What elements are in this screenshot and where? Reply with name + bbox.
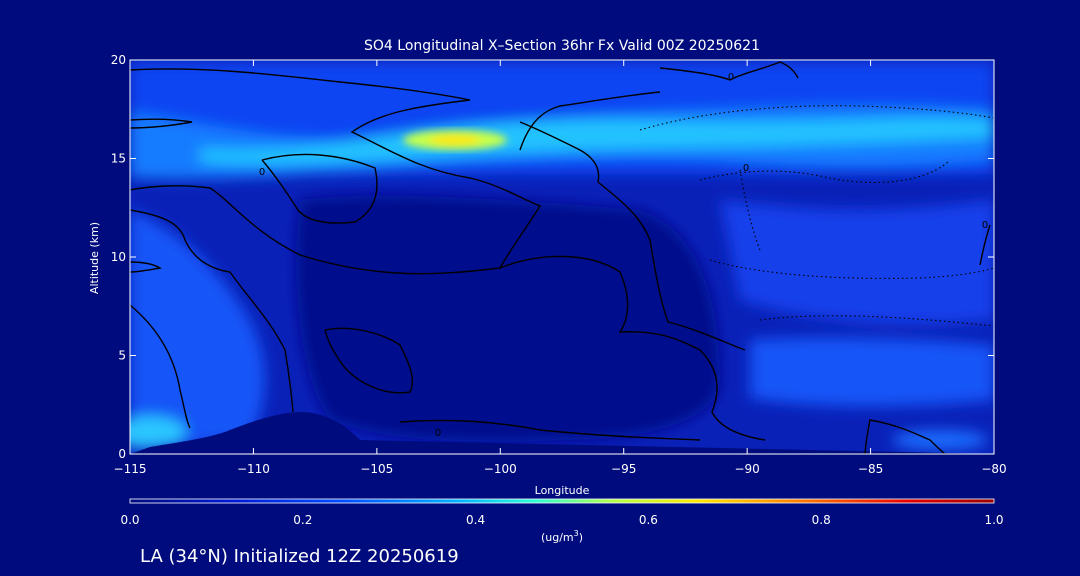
contour-line: [261, 153, 378, 224]
contour-line: [597, 181, 746, 351]
lower-right-field: [750, 337, 994, 407]
contour-line: [130, 68, 542, 275]
contour-lines-dotted: [639, 105, 994, 327]
dotted-contour-line: [759, 315, 994, 327]
x-tick-label: −100: [484, 462, 517, 476]
contour-line: [130, 209, 294, 413]
x-tick-label: −110: [237, 462, 270, 476]
y-axis: 0 5 10 15 20: [111, 53, 994, 461]
contour-label: 0: [259, 167, 265, 178]
right-mid-field: [720, 200, 994, 324]
colorbar-label-suffix: ): [579, 531, 583, 544]
central-minimum: [296, 195, 720, 442]
contour-line: [399, 419, 701, 441]
contour-line: [130, 118, 193, 129]
contour-line: [519, 121, 600, 183]
y-axis-label: Altitude (km): [88, 222, 101, 294]
x-tick-label: −85: [858, 462, 883, 476]
colorbar-tick-label: 0.0: [120, 513, 139, 527]
colorbar-label: (ug/m3): [541, 529, 583, 544]
colorbar-tick-label: 0.6: [639, 513, 658, 527]
stratospheric-core: [200, 117, 994, 165]
contour-line: [130, 304, 191, 429]
contour-label: 0: [728, 72, 734, 83]
x-tick-label: −80: [981, 462, 1006, 476]
terrain: [130, 412, 994, 454]
x-tick-label: −95: [611, 462, 636, 476]
surface-patch-left: [130, 416, 186, 448]
layer-maximum-core: [429, 135, 481, 145]
colorbar-tick-label: 1.0: [984, 513, 1003, 527]
initialization-info: LA (34°N) Initialized 12Z 20250619: [140, 546, 459, 567]
concentration-field: [130, 60, 994, 454]
dotted-contour-line: [699, 159, 951, 184]
contour-line: [659, 61, 799, 81]
contour-label: 0: [743, 163, 749, 174]
chart-title: SO4 Longitudinal X–Section 36hr Fx Valid…: [364, 38, 760, 54]
contour-line: [130, 261, 162, 273]
colorbar-tick-label: 0.4: [466, 513, 485, 527]
x-tick-label: −105: [360, 462, 393, 476]
x-tick-label: −115: [114, 462, 147, 476]
x-tick-label: −90: [734, 462, 759, 476]
colorbar-tick-label: 0.8: [812, 513, 831, 527]
contour-label: 0: [982, 220, 988, 231]
contour-line: [324, 327, 414, 394]
contour-line: [499, 255, 766, 441]
y-tick-label: 5: [118, 349, 126, 363]
colorbar-label-sup: 3: [574, 529, 579, 538]
contour-label-group: 0 0 0 0 0: [259, 72, 988, 439]
dotted-contour-line: [739, 169, 761, 251]
contour-line: [979, 224, 991, 266]
y-tick-label: 10: [111, 250, 126, 264]
y-tick-label: 15: [111, 152, 126, 166]
contour-lines: [130, 61, 991, 454]
colorbar-label-prefix: (ug/m: [541, 531, 574, 544]
colorbar-ticks: 0.0 0.2 0.4 0.6 0.8 1.0: [120, 513, 1003, 527]
contour-label: 0: [435, 428, 441, 439]
contour-line: [864, 419, 946, 454]
colorbar: [129, 498, 995, 504]
surface-patch-right: [892, 430, 988, 450]
lower-left-field: [130, 210, 265, 450]
x-axis-label: Longitude: [535, 484, 590, 497]
y-tick-label: 0: [118, 447, 126, 461]
colorbar-tick-label: 0.2: [293, 513, 312, 527]
y-tick-label: 20: [111, 53, 126, 67]
contour-line: [519, 91, 661, 151]
x-axis: −115 −110 −105 −100 −95 −90 −85 −80: [114, 60, 1007, 476]
